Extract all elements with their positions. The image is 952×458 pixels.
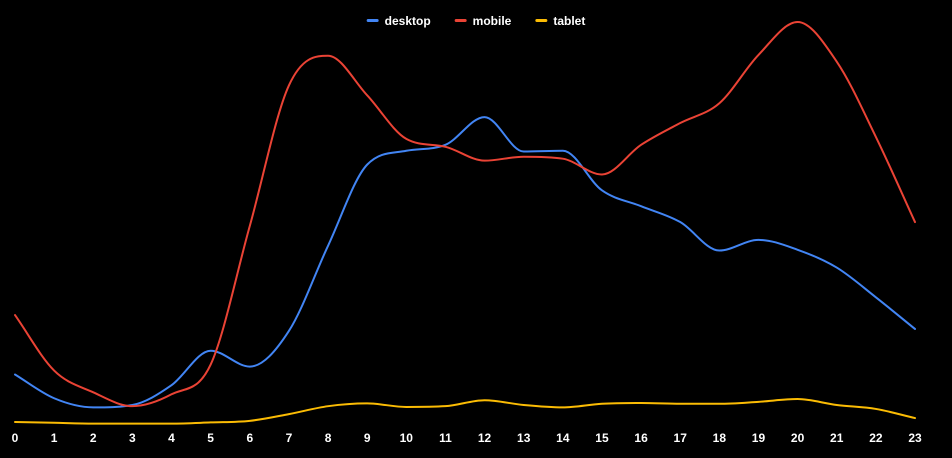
x-axis-ticks: 0 1 2 3 4 5 6 7 8 9 10 11 12 13 14 15 16 17 18 19 20 21 22 23 bbox=[12, 431, 922, 445]
legend: desktop mobile tablet bbox=[366, 14, 585, 28]
series-line-tablet bbox=[14, 398, 916, 425]
x-tick-label: 19 bbox=[752, 431, 766, 445]
x-tick-label: 22 bbox=[869, 431, 883, 445]
legend-label: desktop bbox=[385, 14, 431, 28]
x-tick-label: 21 bbox=[830, 431, 844, 445]
x-tick-label: 18 bbox=[713, 431, 727, 445]
x-tick-label: 14 bbox=[556, 431, 570, 445]
legend-swatch bbox=[454, 19, 467, 22]
legend-label: tablet bbox=[553, 14, 585, 28]
legend-label: mobile bbox=[473, 14, 512, 28]
x-tick-label: 23 bbox=[908, 431, 922, 445]
x-tick-label: 5 bbox=[207, 431, 214, 445]
x-tick-label: 10 bbox=[400, 431, 414, 445]
x-tick-label: 17 bbox=[674, 431, 688, 445]
legend-swatch bbox=[535, 19, 548, 22]
legend-swatch bbox=[366, 19, 379, 22]
legend-item-desktop[interactable]: desktop bbox=[366, 14, 431, 28]
x-tick-label: 11 bbox=[439, 431, 452, 445]
x-tick-label: 1 bbox=[51, 431, 58, 445]
x-tick-label: 15 bbox=[595, 431, 609, 445]
series-line-mobile bbox=[14, 21, 916, 408]
legend-item-mobile[interactable]: mobile bbox=[454, 14, 512, 28]
x-tick-label: 16 bbox=[634, 431, 648, 445]
series-lines bbox=[14, 21, 916, 425]
legend-item-tablet[interactable]: tablet bbox=[535, 14, 585, 28]
x-tick-label: 20 bbox=[791, 431, 805, 445]
x-tick-label: 3 bbox=[129, 431, 136, 445]
x-tick-label: 13 bbox=[517, 431, 531, 445]
x-tick-label: 12 bbox=[478, 431, 492, 445]
x-tick-label: 4 bbox=[168, 431, 175, 445]
x-tick-label: 0 bbox=[12, 431, 19, 445]
x-tick-label: 6 bbox=[246, 431, 253, 445]
x-tick-label: 9 bbox=[364, 431, 371, 445]
series-line-desktop bbox=[14, 116, 916, 409]
x-tick-label: 2 bbox=[90, 431, 97, 445]
x-tick-label: 7 bbox=[286, 431, 293, 445]
x-tick-label: 8 bbox=[325, 431, 332, 445]
